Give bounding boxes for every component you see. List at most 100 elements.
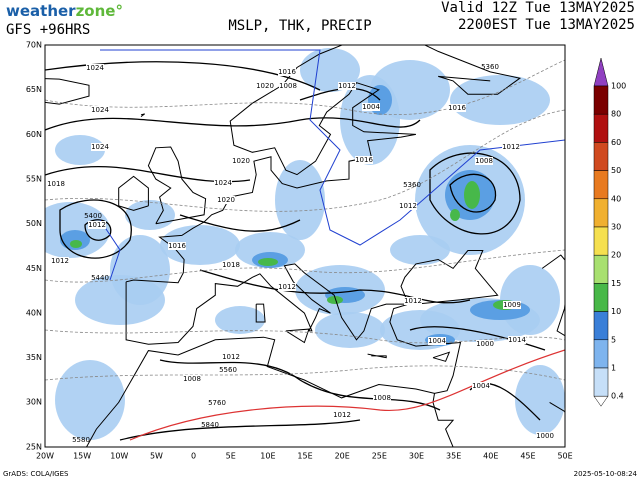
label-bg xyxy=(362,103,380,111)
colorbar-label: 10 xyxy=(611,307,621,316)
isobar-label: 1008 xyxy=(373,394,391,402)
label-bg xyxy=(86,64,104,72)
isobar xyxy=(179,214,301,232)
colorbar-label: 40 xyxy=(611,194,621,203)
thickness-label: 5580 xyxy=(72,436,90,444)
thickness-label: 5760 xyxy=(208,399,226,407)
coastline xyxy=(367,353,387,359)
colorbar-cell xyxy=(593,142,609,171)
model-label: GFS +96HRS xyxy=(6,22,90,38)
isobar-label: 1016 xyxy=(448,104,466,112)
coastline xyxy=(45,78,90,105)
isobar xyxy=(409,326,546,351)
label-bg xyxy=(338,82,356,90)
colorbar-label: 100 xyxy=(611,82,626,91)
colorbar-cell xyxy=(593,113,609,143)
label-bg xyxy=(278,283,296,291)
lat-label: 35N xyxy=(26,353,42,362)
isobar xyxy=(59,199,132,259)
precip-area xyxy=(258,258,278,266)
precip-area xyxy=(464,181,480,209)
isobar-label: 1012 xyxy=(51,257,69,265)
isobar-label: 1012 xyxy=(502,143,520,151)
isobar-label: 1012 xyxy=(338,82,356,90)
credit: GrADS: COLA/IGES xyxy=(3,470,69,478)
lon-label: 45E xyxy=(520,452,535,461)
label-bg xyxy=(214,179,232,187)
precip-area xyxy=(327,296,343,304)
label-bg xyxy=(536,432,554,440)
isobar-label: 1024 xyxy=(86,64,104,72)
isobar xyxy=(119,419,361,441)
colorbar-label: 15 xyxy=(611,279,621,288)
lat-label: 50N xyxy=(26,219,42,228)
coastline xyxy=(118,175,149,211)
label-bg xyxy=(256,82,274,90)
isobar-label: 1008 xyxy=(183,375,201,383)
lat-label: 55N xyxy=(26,174,42,183)
thickness-line xyxy=(45,329,565,344)
label-bg xyxy=(222,261,240,269)
label-bg xyxy=(373,394,391,402)
thickness-label: 5360 xyxy=(481,63,499,71)
lat-label: 40N xyxy=(26,308,42,317)
colorbar-cell xyxy=(593,254,609,284)
isobar-label: 1012 xyxy=(88,221,106,229)
isobar-label: 1004 xyxy=(428,337,446,345)
map-frame xyxy=(44,44,566,448)
label-bg xyxy=(503,301,521,309)
coastline xyxy=(541,254,565,337)
isobar-label: 1020 xyxy=(256,82,274,90)
label-bg xyxy=(508,336,526,344)
coastline xyxy=(549,401,565,414)
label-bg xyxy=(88,221,106,229)
isobar-label: 1018 xyxy=(222,261,240,269)
isobar xyxy=(45,61,321,91)
lat-label: 45N xyxy=(26,264,42,273)
colorbar-label: 1 xyxy=(611,364,616,373)
local-time: 2200EST Tue 13MAY2025 xyxy=(458,17,635,33)
coastline xyxy=(125,250,499,345)
isobar-label: 1018 xyxy=(47,180,65,188)
precip-area xyxy=(450,75,550,125)
lon-label: 5E xyxy=(226,452,236,461)
precip-area xyxy=(60,230,90,250)
isobar-label: 1004 xyxy=(362,103,380,111)
label-bg xyxy=(279,82,297,90)
colorbar-label: 0.4 xyxy=(611,392,624,401)
colorbar-cell xyxy=(593,367,609,397)
label-bg xyxy=(333,411,351,419)
colorbar-label: 20 xyxy=(611,251,621,260)
isobar-label: 1004 xyxy=(472,382,490,390)
coastline xyxy=(140,113,145,118)
coastline xyxy=(285,328,310,344)
thickness-label: 5840 xyxy=(201,421,219,429)
thickness-line xyxy=(129,349,565,441)
colorbar-cell xyxy=(593,198,609,228)
thickness-label: 5400 xyxy=(84,212,102,220)
isobar-label: 1020 xyxy=(232,157,250,165)
precip-area xyxy=(215,306,265,334)
label-bg xyxy=(472,382,490,390)
isobar-label: 1000 xyxy=(536,432,554,440)
precip-area xyxy=(450,209,460,221)
coastline xyxy=(85,303,462,447)
lon-label: 50E xyxy=(557,452,572,461)
lon-label: 10E xyxy=(260,452,275,461)
isobar-label: 1012 xyxy=(399,202,417,210)
thickness-line xyxy=(45,365,565,381)
label-bg xyxy=(91,106,109,114)
isobar xyxy=(159,359,441,411)
isobar-label: 1008 xyxy=(279,82,297,90)
isobar xyxy=(199,269,471,304)
isobar xyxy=(429,152,521,235)
isobar-label: 1008 xyxy=(475,157,493,165)
boundary-line xyxy=(99,219,121,281)
label-bg xyxy=(404,297,422,305)
label-bg xyxy=(217,196,235,204)
label-bg xyxy=(222,353,240,361)
lat-label: 25N xyxy=(26,442,42,451)
map-title: MSLP, THK, PRECIP xyxy=(228,18,371,34)
precip-area xyxy=(110,235,170,305)
lon-label: 35E xyxy=(446,452,461,461)
